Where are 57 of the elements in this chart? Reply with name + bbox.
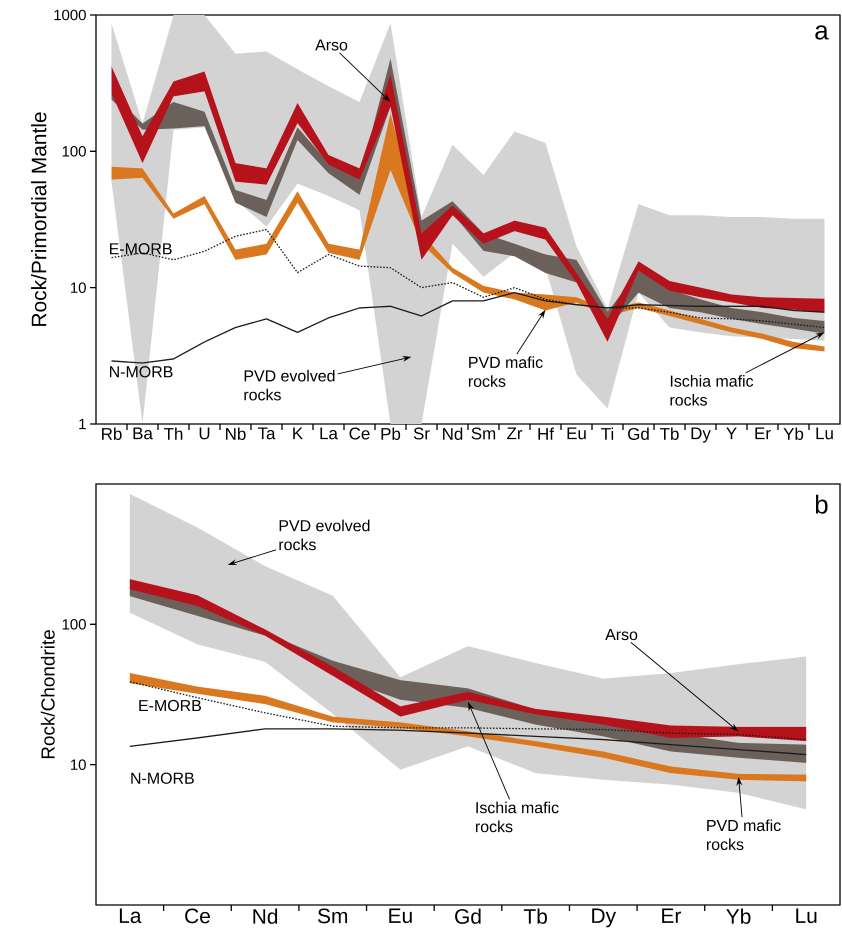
y-axis-title: Rock/Primordial Mantle [31,112,46,326]
annotation: Arso [605,629,638,640]
series-label: N-MORB [131,772,194,784]
x-tick-label: Yb [784,428,804,440]
y-axis-title: Rock/Chondrite [40,630,55,758]
series-label: E-MORB [110,243,172,254]
x-tick-label: Sm [318,908,348,924]
y-tick-label: 1 [79,418,86,430]
x-tick-label: Er [662,908,682,923]
annotation: PVD evolved rocks [244,370,334,400]
series-label: E-MORB [139,700,201,712]
x-tick-label: U [200,428,210,440]
annotation: Ischia mafic rocks [670,375,754,406]
x-tick-label: Pb [382,428,400,440]
chart-title: b [816,494,828,514]
x-tick-label: Lu [816,428,833,440]
x-tick-label: Tb [660,428,679,440]
x-tick-label: Ti [601,428,614,440]
x-tick-label: La [320,428,338,440]
x-tick-label: Ta [258,428,276,440]
x-tick-label: Tb [524,908,547,924]
x-tick-label: K [293,428,303,440]
annotation: PVD mafic rocks [468,356,543,387]
y-tick-label: 1000 [54,10,86,20]
x-tick-label: Eu [568,428,586,440]
x-tick-label: Nd [253,908,278,924]
x-tick-label: Y [726,428,737,440]
y-tick-label: 100 [62,619,86,630]
x-tick-label: Th [164,428,182,440]
x-tick-label: Nd [443,428,462,440]
x-tick-label: Ce [185,908,210,924]
x-tick-label: Eu [389,908,412,924]
annotation: Arso [315,39,348,51]
x-tick-label: Lu [796,908,816,924]
annotation: PVD evolved rocks [279,520,370,550]
series-label: N-MORB [110,366,172,378]
x-tick-label: Gd [628,428,649,440]
annotation: PVD mafic rocks [706,819,781,850]
annotation: Ischia mafic rocks [476,802,559,832]
x-tick-label: Gd [455,908,481,924]
x-tick-label: La [120,908,142,924]
y-tick-label: 10 [71,282,86,293]
x-tick-label: Ce [350,428,370,440]
x-tick-label: Hf [538,428,554,440]
y-tick-label: 100 [62,146,86,157]
x-tick-label: Sr [414,428,430,440]
x-tick-label: Yb [726,908,750,924]
chart-title: a [815,25,829,40]
y-tick-label: 10 [71,759,86,770]
x-tick-label: Zr [507,428,522,440]
x-tick-label: Dy [692,428,711,443]
x-tick-label: Er [755,428,771,440]
x-tick-label: Dy [592,908,616,928]
x-tick-label: Nb [226,428,246,440]
x-tick-label: Rb [102,428,122,440]
x-tick-label: Sm [472,428,496,440]
x-tick-label: Ba [134,428,153,440]
